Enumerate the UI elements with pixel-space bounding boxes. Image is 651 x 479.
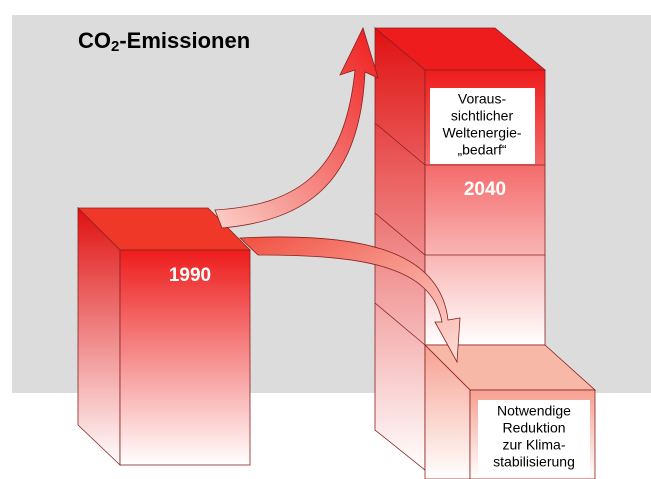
note-line: Reduktion (502, 420, 565, 436)
note-line: stabilisierung (493, 454, 575, 470)
demand-box (430, 88, 535, 164)
right-label: 2040 (464, 179, 506, 200)
left-block (77, 207, 251, 466)
note-line: „bedarf“ (457, 142, 506, 158)
title: CO2-Emissionen (78, 28, 250, 55)
note-line: Weltenergie- (442, 125, 521, 141)
left-front (119, 249, 251, 466)
title-main: CO (78, 28, 111, 53)
segment-line (374, 302, 426, 346)
note-line: sichtlicher (451, 108, 514, 124)
segment-line (374, 122, 426, 166)
arrow-up (214, 26, 379, 229)
arrow-down (239, 236, 461, 364)
segment-line (374, 212, 426, 256)
lower-side (424, 344, 471, 479)
reduction-box (478, 400, 590, 476)
left-side (77, 207, 121, 466)
title-sub: 2 (111, 38, 119, 55)
note-line: Notwendige (497, 403, 571, 419)
left-label: 1990 (169, 265, 211, 286)
note-line: zur Klima- (502, 437, 565, 453)
note-line: Voraus- (458, 91, 507, 107)
title-rest: -Emissionen (119, 28, 250, 53)
